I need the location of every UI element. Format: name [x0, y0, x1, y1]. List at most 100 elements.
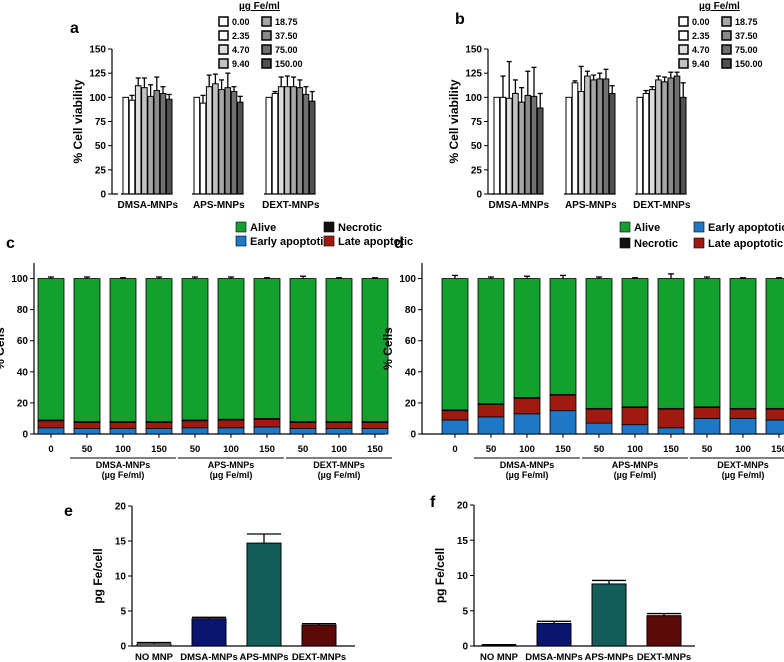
bar-segment-late-apoptotic: [361, 421, 389, 429]
x-group-label: DMSA-MNPs: [489, 200, 550, 211]
bar-segment-alive: [729, 278, 757, 409]
bar: [608, 92, 616, 195]
group-unit: (µg Fe/ml): [722, 470, 765, 480]
bar: [308, 100, 316, 195]
chart-b: 0 25 50 75 100 125 150 % Cell viability DMSA-MNP…: [447, 1, 763, 211]
bar-dmsa-mnps: [191, 618, 227, 647]
legend-label-early-apoptotic: Early apoptotic: [250, 236, 329, 248]
bar-segment-late-apoptotic: [549, 394, 577, 412]
bar: [122, 96, 130, 195]
y-tick-label: 25: [95, 165, 107, 176]
y-tick-label: 15: [115, 537, 127, 548]
bar-segment-alive: [109, 278, 137, 422]
y-tick-label: 0: [100, 190, 106, 201]
panel-label-e: e: [64, 503, 73, 520]
group-unit: (µg Fe/ml): [614, 470, 657, 480]
bar-segment-early-apoptotic: [621, 424, 649, 435]
bar: [296, 87, 304, 195]
y-axis-title: pg Fe/cell: [433, 548, 447, 603]
chart-f: 0 5 10 15 20 pg Fe/cell NO MNP DMSA-MNPs APS-MNP…: [433, 501, 695, 662]
y-tick-label: 100: [89, 93, 106, 104]
bar: [602, 78, 610, 195]
x-group-label: DMSA-MNPs: [118, 200, 179, 211]
group-label: DMSA-MNPs: [96, 460, 151, 470]
bar: [271, 92, 279, 195]
x-tick-label: 100: [519, 444, 535, 455]
bar-segment-early-apoptotic: [765, 419, 784, 435]
bar-segment-late-apoptotic: [441, 410, 469, 421]
bar-segment-alive: [289, 278, 317, 422]
legend-label: 18.75: [275, 17, 298, 27]
legend-swatch-late-apoptotic: [323, 235, 335, 247]
bar-segment-late-apoptotic: [289, 421, 317, 429]
legend-label: 0.00: [232, 17, 250, 27]
bar-segment-late-apoptotic: [253, 418, 281, 428]
group-label: APS-MNPs: [612, 460, 659, 470]
y-axis-title: % Cell viability: [71, 79, 85, 163]
bar: [536, 107, 544, 195]
bar-segment-alive: [441, 278, 469, 411]
legend-label: 75.00: [735, 45, 758, 55]
bar: [636, 96, 644, 195]
bar-segment-late-apoptotic: [73, 421, 101, 429]
bar: [265, 96, 273, 195]
x-tick-label: 100: [223, 444, 239, 455]
y-tick-label: 10: [457, 571, 469, 582]
legend-swatch: [721, 58, 732, 69]
x-tick-label: 150: [367, 444, 383, 455]
x-tick-label: 100: [331, 444, 347, 455]
y-tick-label: 125: [89, 69, 106, 80]
legend-swatch-early-apoptotic: [235, 235, 247, 247]
x-tick-label: 50: [298, 444, 309, 455]
legend-swatch-necrotic: [619, 237, 631, 249]
x-tick-label: 150: [771, 444, 784, 455]
bar: [224, 87, 232, 195]
y-tick-label: 20: [115, 502, 127, 513]
bar-dext-mnps: [301, 624, 337, 647]
x-tick-label: 50: [486, 444, 497, 455]
bar: [159, 92, 167, 195]
bar-segment-alive: [513, 278, 541, 398]
legend-swatch-alive: [619, 221, 631, 233]
bar: [193, 96, 201, 195]
chart-e: 0 5 10 15 20 pg Fe/cell NO MNP DMSA-MNPs APS-MNP…: [91, 502, 355, 662]
bar-segment-late-apoptotic: [37, 420, 65, 429]
bar-no-mnp: [136, 643, 172, 647]
x-group-label: DEXT-MNPs: [633, 200, 691, 211]
legend-label-late-apoptotic: Late apoptotic: [708, 238, 783, 250]
y-tick-label: 5: [462, 606, 468, 617]
bar-segment-alive: [657, 278, 685, 409]
y-tick-label: 0: [120, 642, 126, 653]
x-tick-label: APS-MNPs: [584, 652, 633, 662]
panel-label-b: b: [455, 11, 465, 28]
bar: [284, 86, 291, 195]
legend-swatch: [261, 44, 272, 55]
bar-segment-late-apoptotic: [325, 421, 353, 429]
x-tick-label: 50: [190, 444, 201, 455]
x-group-label: APS-MNPs: [565, 200, 617, 211]
panel-label-a: a: [70, 20, 79, 37]
bar: [153, 90, 161, 195]
x-tick-label: DMSA-MNPs: [525, 652, 583, 662]
legend-label: 9.40: [232, 59, 250, 69]
legend-swatch: [261, 58, 272, 69]
x-tick-label: 50: [702, 444, 713, 455]
legend-swatch-early-apoptotic: [693, 221, 705, 233]
y-tick-label: 0: [22, 430, 28, 441]
bar: [277, 86, 285, 195]
bar-segment-early-apoptotic: [441, 419, 469, 435]
bar: [584, 75, 591, 195]
y-tick-label: 75: [95, 117, 107, 128]
y-tick-label: 20: [405, 398, 417, 409]
bar: [577, 91, 585, 195]
bar-segment-alive: [217, 278, 245, 420]
bar-segment-late-apoptotic: [145, 421, 173, 429]
bar-segment-late-apoptotic: [657, 408, 685, 429]
bar: [212, 83, 219, 195]
bar-segment-early-apoptotic: [477, 416, 505, 435]
legend-swatch: [721, 16, 732, 27]
legend-swatch: [218, 16, 229, 27]
y-axis-title: % Cell viability: [447, 79, 461, 163]
legend-label: 9.40: [692, 59, 710, 69]
bar-segment-alive: [361, 278, 389, 422]
